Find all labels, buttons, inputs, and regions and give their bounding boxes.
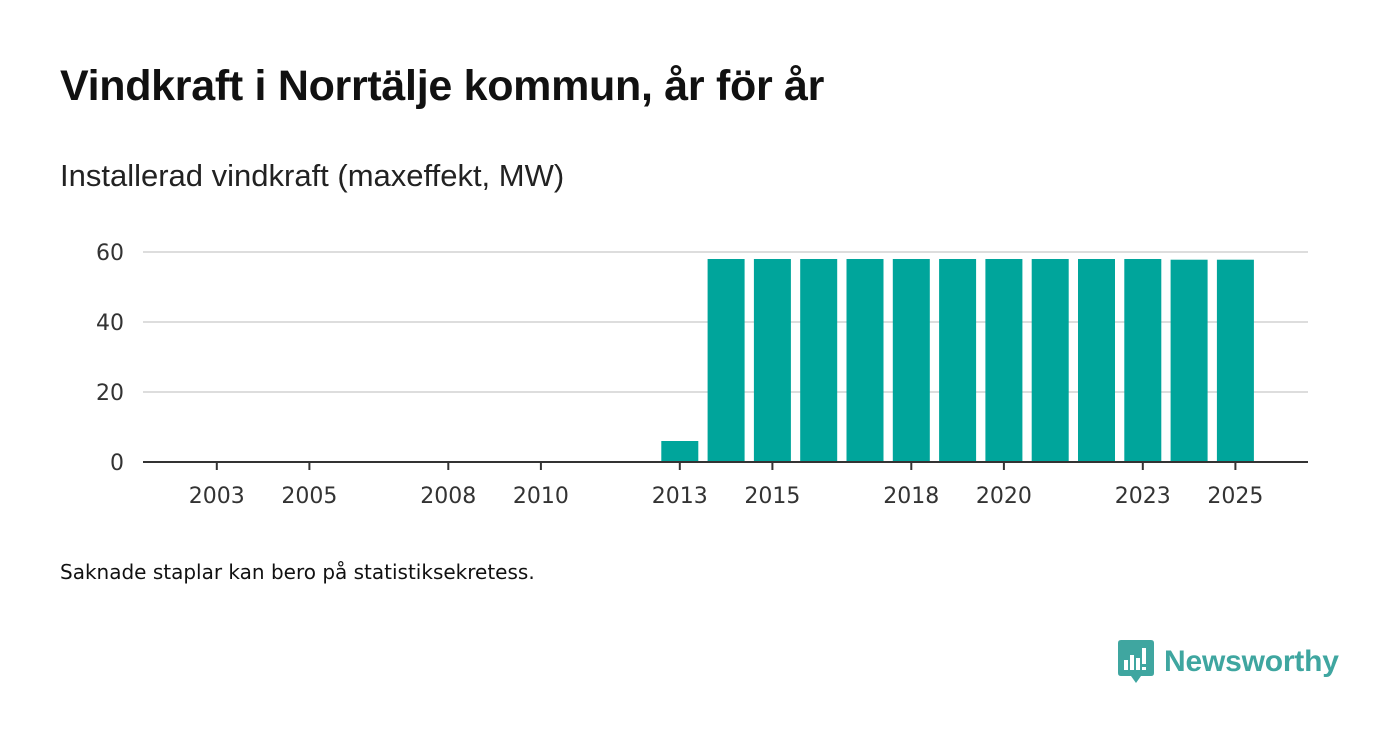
axes: 0 20 40 60 2003 2005 2008 2010 2013 2015 2018 2020 2… xyxy=(96,241,1308,509)
x-tick-label: 2018 xyxy=(883,484,939,509)
bar-2025 xyxy=(1216,259,1254,462)
brand-name: Newsworthy xyxy=(1164,645,1339,678)
y-tick-label: 20 xyxy=(96,381,124,406)
footnote: Saknade staplar kan bero på statistiksek… xyxy=(60,560,535,584)
bar-2015 xyxy=(753,259,791,462)
bar-2021 xyxy=(1031,259,1069,462)
bar-2022 xyxy=(1078,259,1115,462)
bar-2023 xyxy=(1124,259,1162,462)
chart-title: Vindkraft i Norrtälje kommun, år för år xyxy=(60,62,825,110)
bars xyxy=(661,259,1254,462)
bar-2014 xyxy=(707,259,745,462)
x-tick-label: 2005 xyxy=(281,484,337,509)
bar-2017 xyxy=(846,259,884,462)
chart-subtitle: Installerad vindkraft (maxeffekt, MW) xyxy=(60,158,565,193)
x-tick-label: 2023 xyxy=(1115,484,1171,509)
bar-2019 xyxy=(939,259,977,462)
x-tick-label: 2020 xyxy=(976,484,1032,509)
x-tick-label: 2010 xyxy=(513,484,569,509)
brand-logo: Newsworthy xyxy=(1118,640,1339,684)
bar-2016 xyxy=(800,259,838,462)
y-tick-label: 40 xyxy=(96,311,124,336)
bar-2020 xyxy=(985,259,1023,462)
bar-chart-speech-bubble-icon xyxy=(1118,640,1154,683)
bar-2018 xyxy=(892,259,930,462)
y-tick-label: 0 xyxy=(110,451,124,476)
x-tick-label: 2008 xyxy=(420,484,476,509)
bar-2024 xyxy=(1170,259,1208,462)
x-tick-label: 2025 xyxy=(1207,484,1263,509)
y-tick-label: 60 xyxy=(96,241,124,266)
x-tick-label: 2003 xyxy=(189,484,245,509)
x-tick-label: 2013 xyxy=(652,484,708,509)
bar-2013 xyxy=(661,441,699,462)
x-tick-label: 2015 xyxy=(744,484,800,509)
